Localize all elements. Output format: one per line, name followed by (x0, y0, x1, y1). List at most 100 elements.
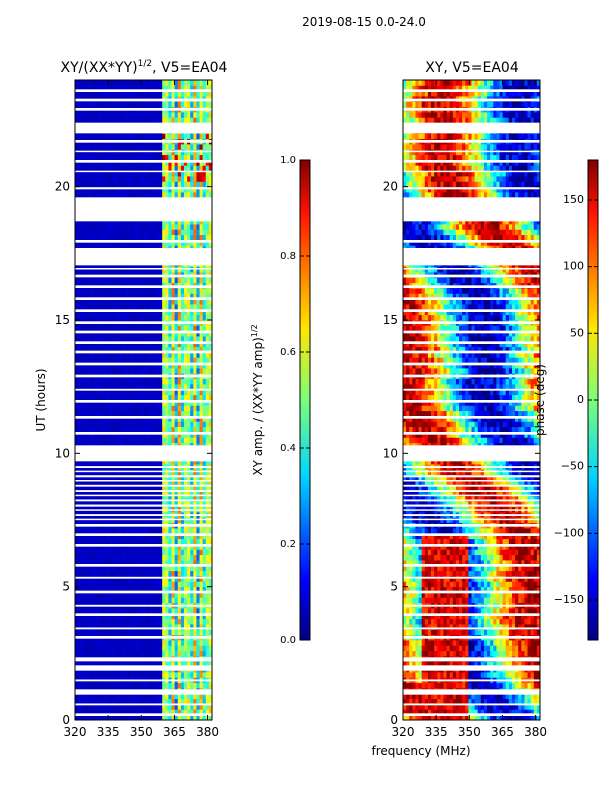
amplitude-cell (137, 410, 141, 417)
amplitude-cell (87, 154, 91, 161)
amplitude-cell (121, 389, 126, 396)
amplitude-cell (140, 538, 144, 545)
amplitude-cell (143, 597, 148, 604)
amplitude-cell (149, 304, 154, 310)
amplitude-cell (81, 362, 85, 369)
amplitude-cell (87, 501, 91, 508)
amplitude-cell (75, 224, 79, 230)
amplitude-cell (165, 485, 169, 492)
amplitude-cell (103, 277, 107, 284)
amplitude-cell (208, 378, 213, 385)
amplitude-cell (202, 117, 207, 124)
amplitude-cell (121, 432, 126, 438)
amplitude-cell (205, 165, 210, 172)
amplitude-cell (208, 549, 213, 556)
amplitude-cell (205, 533, 210, 540)
amplitude-cell (171, 314, 176, 321)
amplitude-cell (177, 693, 182, 700)
amplitude-cell (134, 672, 138, 678)
amplitude-cell (193, 229, 197, 236)
amplitude-cell (168, 586, 172, 593)
amplitude-cell (124, 378, 129, 385)
amplitude-cell (168, 400, 172, 406)
amplitude-cell (155, 405, 160, 412)
amplitude-cell (103, 597, 107, 604)
amplitude-cell (99, 234, 104, 241)
amplitude-cell (90, 288, 95, 294)
amplitude-cell (152, 485, 157, 492)
amplitude-cell (115, 181, 119, 188)
amplitude-cell (115, 325, 119, 332)
amplitude-cell (202, 629, 207, 636)
amplitude-cell (205, 592, 210, 598)
amplitude-cell (75, 640, 79, 646)
amplitude-cell (180, 170, 185, 177)
amplitude-cell (131, 288, 135, 294)
amplitude-cell (103, 640, 107, 646)
amplitude-cell (115, 586, 119, 593)
amplitude-cell (149, 288, 154, 294)
amplitude-cell (193, 181, 197, 188)
amplitude-cell (87, 149, 91, 156)
amplitude-cell (127, 117, 132, 124)
amplitude-cell (131, 437, 135, 444)
amplitude-cell (121, 298, 126, 305)
amplitude-cell (134, 341, 138, 348)
amplitude-cell (118, 437, 123, 444)
amplitude-cell (140, 496, 144, 502)
amplitude-cell (149, 640, 154, 646)
amplitude-cell (93, 458, 98, 465)
amplitude-cell (78, 117, 82, 124)
amplitude-panel: XY/(XX*YY)1/2, V5=EA04 320 335 350 365 380 0… (34, 59, 228, 739)
amplitude-cell (115, 112, 119, 118)
amplitude-cell (183, 314, 188, 321)
amplitude-cell (152, 549, 157, 556)
amplitude-cell (112, 426, 116, 433)
amplitude-cell (109, 176, 113, 182)
amplitude-cell (183, 341, 188, 348)
amplitude-cell (193, 314, 197, 321)
amplitude-cell (99, 661, 104, 668)
amplitude-cell (183, 288, 188, 294)
amplitude-cell (75, 650, 79, 657)
amplitude-cell (87, 576, 91, 582)
amplitude-cell (75, 672, 79, 678)
amplitude-cell (205, 357, 210, 364)
amplitude-cell (90, 346, 95, 353)
amplitude-cell (180, 133, 185, 140)
amplitude-cell (106, 709, 110, 716)
amplitude-cell (202, 432, 207, 438)
amplitude-cell (140, 672, 144, 678)
amplitude-cell (187, 421, 191, 428)
amplitude-cell (193, 714, 197, 721)
amplitude-cell (127, 154, 132, 161)
amplitude-cell (187, 474, 191, 481)
amplitude-cell (165, 341, 169, 348)
amplitude-cell (124, 469, 129, 476)
amplitude-cell (127, 288, 132, 294)
amplitude-cell (93, 330, 98, 337)
amplitude-cell (118, 480, 123, 486)
amplitude-cell (93, 474, 98, 481)
amplitude-cell (149, 496, 154, 502)
amplitude-cell (118, 192, 123, 198)
amplitude-cell (165, 336, 169, 342)
amplitude-cell (149, 160, 154, 166)
amplitude-cell (168, 410, 172, 417)
amplitude-cell (193, 474, 197, 481)
amplitude-cell (143, 288, 148, 294)
amplitude-cell (84, 629, 88, 636)
amplitude-cell (134, 144, 138, 150)
amplitude-cell (208, 400, 213, 406)
amplitude-cell (171, 538, 176, 545)
amplitude-cell (180, 240, 185, 246)
amplitude-cell (196, 496, 200, 502)
amplitude-cell (193, 645, 197, 652)
amplitude-cell (112, 592, 116, 598)
amplitude-cell (121, 394, 126, 401)
amplitude-cell (106, 368, 110, 374)
amplitude-cell (93, 410, 98, 417)
amplitude-cell (137, 229, 141, 236)
amplitude-cell (155, 458, 160, 465)
amplitude-cell (183, 218, 188, 225)
